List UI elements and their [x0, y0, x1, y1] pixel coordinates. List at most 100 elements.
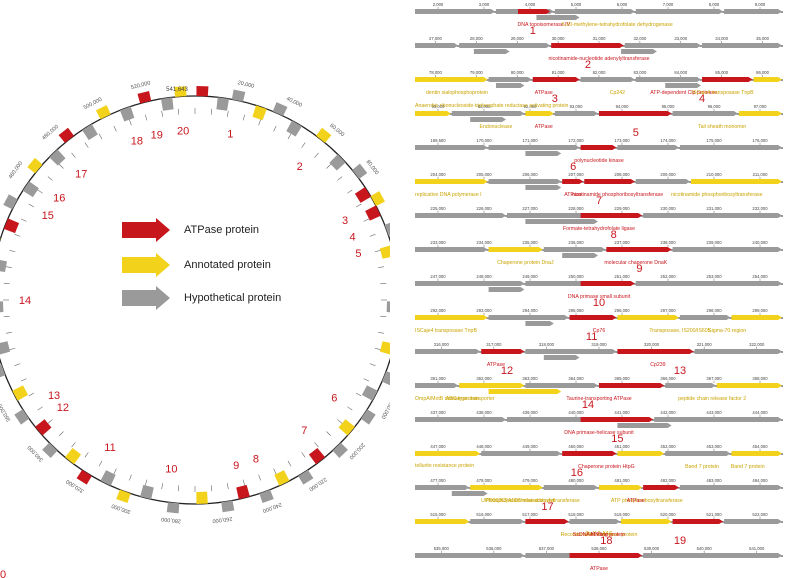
gene-arrow: [415, 77, 488, 82]
ring-gene-marker: [160, 97, 174, 111]
track-tick-label: 322,000: [749, 342, 765, 347]
track-number: 3: [552, 93, 558, 105]
track-tick-label: 236,000: [568, 240, 584, 245]
gene-arrow: [665, 383, 716, 388]
ring-tick: [28, 392, 35, 397]
track-tick-label: 249,000: [522, 274, 538, 279]
ring-site-label: 5: [355, 248, 361, 260]
track-tick-label: 296,000: [614, 308, 630, 313]
gene-label: nicotinamide-nucleotide adenylyltransfer…: [549, 56, 650, 62]
track-tick-label: 483,000: [706, 478, 722, 483]
track-tick-label: 539,000: [644, 546, 660, 551]
track-tick-label: 79,000: [470, 70, 483, 75]
gene-arrow: [415, 349, 481, 354]
track-tick-label: 211,000: [753, 172, 768, 177]
gene-label: Cp239: [650, 362, 665, 368]
track-tick-label: 443,000: [706, 410, 722, 415]
ring-tick: [380, 315, 387, 318]
track-tick-label: 540,000: [697, 546, 713, 551]
ring-tick: [14, 363, 21, 366]
track-tick-label: 450,000: [568, 444, 584, 449]
track-tick-label: 297,000: [660, 308, 676, 313]
gene-label: OmpA/MotB domain protein: [415, 396, 479, 402]
legend-atpase-arrow-icon: [122, 218, 170, 242]
gene-arrow: [562, 253, 598, 258]
ring-tick: [84, 452, 89, 458]
gene-label: molecular chaperone DnaK: [604, 260, 667, 266]
track-tick-label: 92,000: [524, 104, 537, 109]
track-tick-label: 95,000: [662, 104, 675, 109]
track-number: 16: [571, 467, 583, 479]
gene-arrow: [580, 77, 635, 82]
gene-track: 2,000 3,000 4,000 5,000 6,000 7,000 8,000 9,000…: [415, 2, 783, 37]
ring-tick: [369, 363, 376, 366]
track-tick-label: 484,000: [752, 478, 768, 483]
track-tick-label: 477,000: [430, 478, 446, 483]
track-tick-label: 170,000: [476, 138, 492, 143]
gene-arrow: [415, 485, 470, 490]
gene-arrow: [415, 9, 495, 14]
gene-label: polynucleotide kinase: [574, 158, 624, 164]
ring-gene-marker: [12, 385, 29, 401]
track-number: 11: [586, 331, 597, 343]
gene-arrow: [488, 389, 562, 394]
gene-track: 169,500 170,000 171,000 172,000 173,000 174,0…: [415, 138, 783, 173]
ring-gene-marker: [272, 102, 288, 117]
track-tick-label: 366,000: [660, 376, 676, 381]
gene-label: ATPase: [564, 192, 582, 198]
track-tick-label: 84,000: [674, 70, 687, 75]
track-tick-label: 367,000: [706, 376, 722, 381]
track-tick-label: 226,000: [476, 206, 492, 211]
track-tick-label: 251,000: [614, 274, 630, 279]
gene-arrow: [580, 417, 654, 422]
track-number: 17: [541, 501, 553, 513]
ring-gene-marker: [0, 238, 1, 241]
legend-hypothetical-arrow-icon: [122, 286, 170, 310]
ring-tick: [363, 218, 370, 222]
gene-track: 437,000 438,000 439,000 440,000 441,000 442,0…: [415, 410, 783, 445]
ring-gene-marker: [137, 90, 152, 104]
gene-label: Formate-tetrahydrofolate ligase: [563, 226, 635, 232]
ring-tick: [113, 125, 117, 132]
ring-tick: [37, 189, 43, 194]
track-tick-label: 440,000: [568, 410, 584, 415]
gene-arrow: [562, 451, 617, 456]
track-tick-label: 78,000: [429, 70, 442, 75]
gene-arrow: [624, 43, 702, 48]
ring-gene-marker: [95, 105, 111, 120]
gene-arrow: [525, 349, 617, 354]
track-tick-label: 231,000: [706, 206, 722, 211]
ring-tick: [71, 152, 76, 158]
gene-arrow: [415, 247, 488, 252]
ring-tick: [14, 234, 21, 237]
ring-tick: [28, 203, 35, 208]
track-tick-label: 6,000: [617, 2, 628, 7]
ring-gene-marker: [298, 469, 314, 485]
gene-label: Chaperone protein DnaJ: [497, 260, 554, 266]
track-tick-label: 208,000: [614, 172, 630, 177]
gene-arrow: [525, 321, 554, 326]
track-tick-label: 520,000: [660, 512, 676, 517]
track-tick-label: 209,000: [660, 172, 676, 177]
ring-tick: [227, 483, 229, 490]
ring-site-label: 12: [57, 402, 69, 414]
gene-label: ATPase: [535, 124, 553, 130]
gene-arrow: [599, 383, 665, 388]
gene-arrow: [679, 145, 782, 150]
track-tick-label: 225,000: [430, 206, 446, 211]
gene-label: Cp242: [610, 90, 625, 96]
gene-arrow: [672, 519, 724, 524]
ring-gene-marker: [0, 364, 6, 378]
track-tick-label: 253,000: [706, 274, 722, 279]
legend-hypothetical-label: Hypothetical protein: [184, 292, 282, 304]
ring-site-label: 6: [331, 393, 337, 405]
track-tick-label: 522,000: [752, 512, 768, 517]
gene-label: Chaperone protein HtpG: [578, 464, 635, 470]
track-number: 6: [570, 161, 576, 173]
track-tick-label: 96,000: [708, 104, 721, 109]
track-tick-label: 535,000: [434, 546, 450, 551]
ring-tick: [5, 266, 12, 268]
ring-gene-marker: [329, 154, 346, 171]
gene-arrow: [415, 43, 459, 48]
track-tick-label: 295,000: [568, 308, 584, 313]
